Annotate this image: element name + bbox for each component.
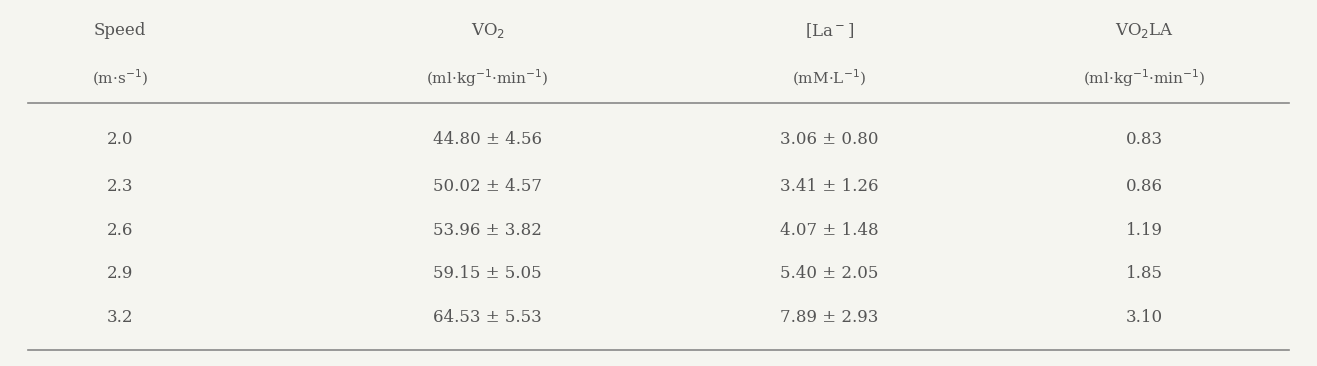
- Text: 2.9: 2.9: [107, 265, 133, 282]
- Text: 2.6: 2.6: [107, 222, 133, 239]
- Text: 3.41 ± 1.26: 3.41 ± 1.26: [780, 178, 878, 195]
- Text: 1.19: 1.19: [1126, 222, 1163, 239]
- Text: 50.02 ± 4.57: 50.02 ± 4.57: [433, 178, 543, 195]
- Text: 7.89 ± 2.93: 7.89 ± 2.93: [780, 309, 878, 326]
- Text: 4.07 ± 1.48: 4.07 ± 1.48: [780, 222, 878, 239]
- Text: 44.80 ± 4.56: 44.80 ± 4.56: [433, 131, 543, 148]
- Text: 64.53 ± 5.53: 64.53 ± 5.53: [433, 309, 543, 326]
- Text: 3.06 ± 0.80: 3.06 ± 0.80: [780, 131, 878, 148]
- Text: 2.3: 2.3: [107, 178, 133, 195]
- Text: 59.15 ± 5.05: 59.15 ± 5.05: [433, 265, 543, 282]
- Text: 1.85: 1.85: [1126, 265, 1163, 282]
- Text: (mM·L$^{-1}$): (mM·L$^{-1}$): [793, 67, 867, 88]
- Text: (m·s$^{-1}$): (m·s$^{-1}$): [92, 67, 148, 88]
- Text: 0.86: 0.86: [1126, 178, 1163, 195]
- Text: [La$^-$]: [La$^-$]: [805, 21, 853, 40]
- Text: 0.83: 0.83: [1126, 131, 1163, 148]
- Text: 3.10: 3.10: [1126, 309, 1163, 326]
- Text: VO$_2$: VO$_2$: [470, 21, 504, 40]
- Text: (ml·kg$^{-1}$·min$^{-1}$): (ml·kg$^{-1}$·min$^{-1}$): [427, 67, 549, 89]
- Text: 2.0: 2.0: [107, 131, 133, 148]
- Text: Speed: Speed: [94, 22, 146, 39]
- Text: (ml·kg$^{-1}$·min$^{-1}$): (ml·kg$^{-1}$·min$^{-1}$): [1084, 67, 1206, 89]
- Text: 3.2: 3.2: [107, 309, 133, 326]
- Text: VO$_2$LA: VO$_2$LA: [1115, 21, 1175, 40]
- Text: 5.40 ± 2.05: 5.40 ± 2.05: [780, 265, 878, 282]
- Text: 53.96 ± 3.82: 53.96 ± 3.82: [433, 222, 543, 239]
